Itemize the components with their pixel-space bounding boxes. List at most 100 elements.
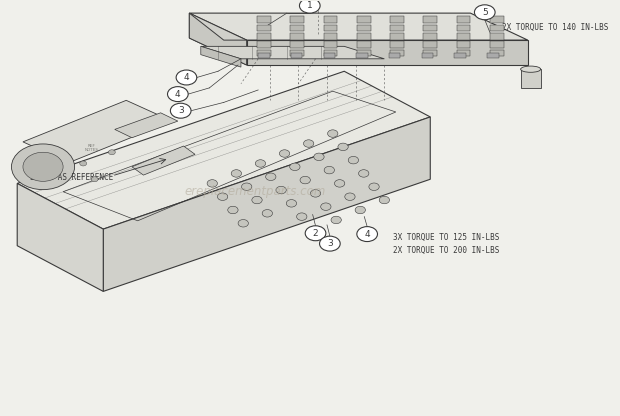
Polygon shape (201, 46, 384, 59)
Bar (457, 41, 471, 48)
Circle shape (218, 193, 228, 201)
Circle shape (327, 130, 338, 137)
Bar (457, 33, 471, 40)
Circle shape (379, 196, 389, 204)
Bar (390, 25, 404, 31)
Text: 3: 3 (178, 106, 184, 115)
Polygon shape (104, 117, 430, 291)
Circle shape (108, 150, 115, 155)
Text: 2X TORQUE TO 200 IN-LBS: 2X TORQUE TO 200 IN-LBS (393, 246, 499, 255)
Bar (357, 25, 371, 31)
Bar (257, 50, 271, 56)
Text: SHOWN AS REFERENCE: SHOWN AS REFERENCE (30, 173, 113, 182)
Text: ereplacementparts.com: ereplacementparts.com (185, 185, 326, 198)
Circle shape (23, 152, 63, 181)
Circle shape (331, 216, 342, 224)
Text: 2X TORQUE TO 140 IN-LBS: 2X TORQUE TO 140 IN-LBS (502, 23, 608, 32)
Polygon shape (521, 69, 541, 88)
Circle shape (242, 183, 252, 191)
Circle shape (170, 103, 191, 118)
Bar (257, 41, 271, 48)
Bar (290, 17, 304, 23)
Ellipse shape (521, 66, 541, 72)
Bar (490, 17, 503, 23)
Circle shape (296, 213, 307, 220)
Bar (257, 33, 271, 40)
Circle shape (474, 5, 495, 20)
Circle shape (262, 210, 273, 217)
Circle shape (255, 160, 265, 167)
Bar (357, 17, 371, 23)
Circle shape (355, 206, 365, 214)
Circle shape (314, 153, 324, 161)
Text: 4: 4 (175, 89, 180, 99)
Bar (422, 52, 433, 57)
Bar (457, 17, 471, 23)
Circle shape (238, 220, 249, 227)
Circle shape (311, 190, 321, 197)
Bar (324, 41, 337, 48)
Bar (423, 33, 437, 40)
Bar (324, 50, 337, 56)
Bar (357, 50, 371, 56)
Circle shape (276, 186, 286, 194)
Circle shape (207, 180, 218, 187)
Bar (389, 52, 401, 57)
Bar (423, 25, 437, 31)
Circle shape (369, 183, 379, 191)
Circle shape (252, 196, 262, 204)
Bar (324, 17, 337, 23)
Bar (290, 33, 304, 40)
Bar (290, 25, 304, 31)
Circle shape (300, 176, 311, 184)
Bar (390, 33, 404, 40)
Circle shape (358, 170, 369, 177)
Text: 3: 3 (327, 239, 333, 248)
Bar (457, 25, 471, 31)
Circle shape (231, 170, 242, 177)
Bar (490, 33, 503, 40)
Bar (490, 50, 503, 56)
Circle shape (176, 70, 197, 85)
Polygon shape (17, 183, 104, 291)
Polygon shape (247, 40, 528, 65)
Text: 2: 2 (312, 229, 318, 238)
Circle shape (80, 161, 87, 166)
Circle shape (338, 143, 348, 151)
Bar (487, 52, 498, 57)
Circle shape (348, 156, 358, 164)
Bar (324, 33, 337, 40)
Polygon shape (201, 46, 241, 67)
Text: REF
NOTES: REF NOTES (85, 144, 99, 152)
Circle shape (299, 0, 320, 13)
Bar (390, 41, 404, 48)
Polygon shape (132, 146, 195, 175)
Polygon shape (189, 13, 528, 40)
Circle shape (280, 150, 290, 157)
Circle shape (290, 163, 300, 171)
Circle shape (334, 180, 345, 187)
Text: 4: 4 (365, 230, 370, 239)
Circle shape (91, 177, 98, 182)
Bar (291, 52, 303, 57)
Bar (390, 50, 404, 56)
Bar (390, 17, 404, 23)
Circle shape (228, 206, 238, 214)
Bar (257, 25, 271, 31)
Bar (423, 17, 437, 23)
Circle shape (321, 203, 331, 210)
Bar (290, 41, 304, 48)
Polygon shape (17, 71, 430, 229)
Bar (490, 25, 503, 31)
Polygon shape (23, 100, 172, 163)
Circle shape (319, 236, 340, 251)
Circle shape (265, 173, 276, 181)
Circle shape (286, 200, 296, 207)
Bar (324, 25, 337, 31)
Polygon shape (115, 113, 178, 138)
Bar (457, 50, 471, 56)
Text: 3X TORQUE TO 125 IN-LBS: 3X TORQUE TO 125 IN-LBS (393, 233, 499, 242)
Polygon shape (189, 13, 247, 65)
Circle shape (12, 144, 74, 190)
Text: 5: 5 (482, 8, 488, 17)
